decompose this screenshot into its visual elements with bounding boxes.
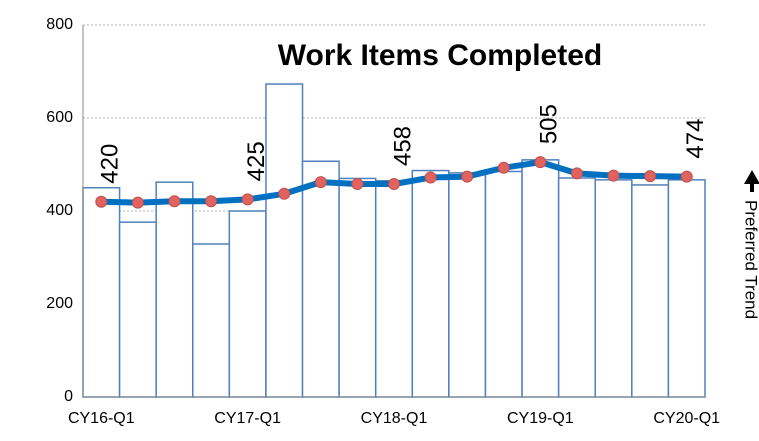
bar	[155, 181, 194, 398]
marker	[205, 195, 218, 208]
data-label: 474	[682, 119, 709, 159]
bar	[484, 170, 523, 398]
marker	[424, 171, 437, 184]
data-label: 458	[389, 126, 416, 166]
x-tick-label: CY18-Q1	[361, 410, 428, 427]
trend-arrow	[744, 170, 759, 192]
bar	[374, 180, 414, 398]
bar	[557, 177, 596, 398]
marker	[644, 170, 657, 183]
x-tick-label: CY19-Q1	[507, 410, 574, 427]
y-tick-label: 0	[64, 388, 73, 405]
marker	[680, 170, 693, 183]
marker	[461, 170, 474, 183]
x-tick-label: CY16-Q1	[68, 410, 135, 427]
marker	[388, 178, 400, 191]
y-tick-label: 600	[46, 109, 73, 126]
bar	[338, 177, 377, 398]
marker	[607, 169, 620, 182]
marker	[497, 161, 510, 174]
trend: 420 425 458 505 474	[95, 104, 709, 209]
bar	[631, 184, 670, 398]
marker	[278, 187, 291, 200]
bars	[82, 24, 706, 398]
x-tick-label: CY20-Q1	[653, 410, 720, 427]
marker	[534, 156, 547, 169]
marker	[95, 195, 108, 208]
marker	[314, 176, 327, 189]
annotation: Preferred Trend	[742, 200, 759, 319]
bar	[667, 179, 706, 398]
marker	[351, 178, 364, 191]
bar	[228, 210, 267, 398]
data-label: 425	[243, 141, 270, 181]
marker	[131, 196, 144, 209]
bar	[82, 187, 121, 398]
bar	[265, 83, 304, 398]
bar	[192, 243, 231, 398]
chart-title: Work Items Completed	[278, 39, 603, 72]
y-tick-label: 200	[46, 295, 73, 312]
data-label: 420	[97, 144, 124, 184]
bar	[448, 172, 487, 398]
marker	[168, 195, 181, 208]
data-label: 505	[536, 104, 563, 144]
marker	[241, 193, 254, 206]
bar	[594, 179, 633, 398]
x-tick-label: CY17-Q1	[214, 410, 281, 427]
y-tick-label: 800	[46, 16, 73, 33]
bar	[118, 221, 157, 398]
bar	[411, 169, 450, 398]
marker	[570, 167, 583, 180]
bar	[301, 160, 340, 398]
bar	[521, 159, 560, 398]
y-tick-label: 400	[46, 202, 73, 219]
